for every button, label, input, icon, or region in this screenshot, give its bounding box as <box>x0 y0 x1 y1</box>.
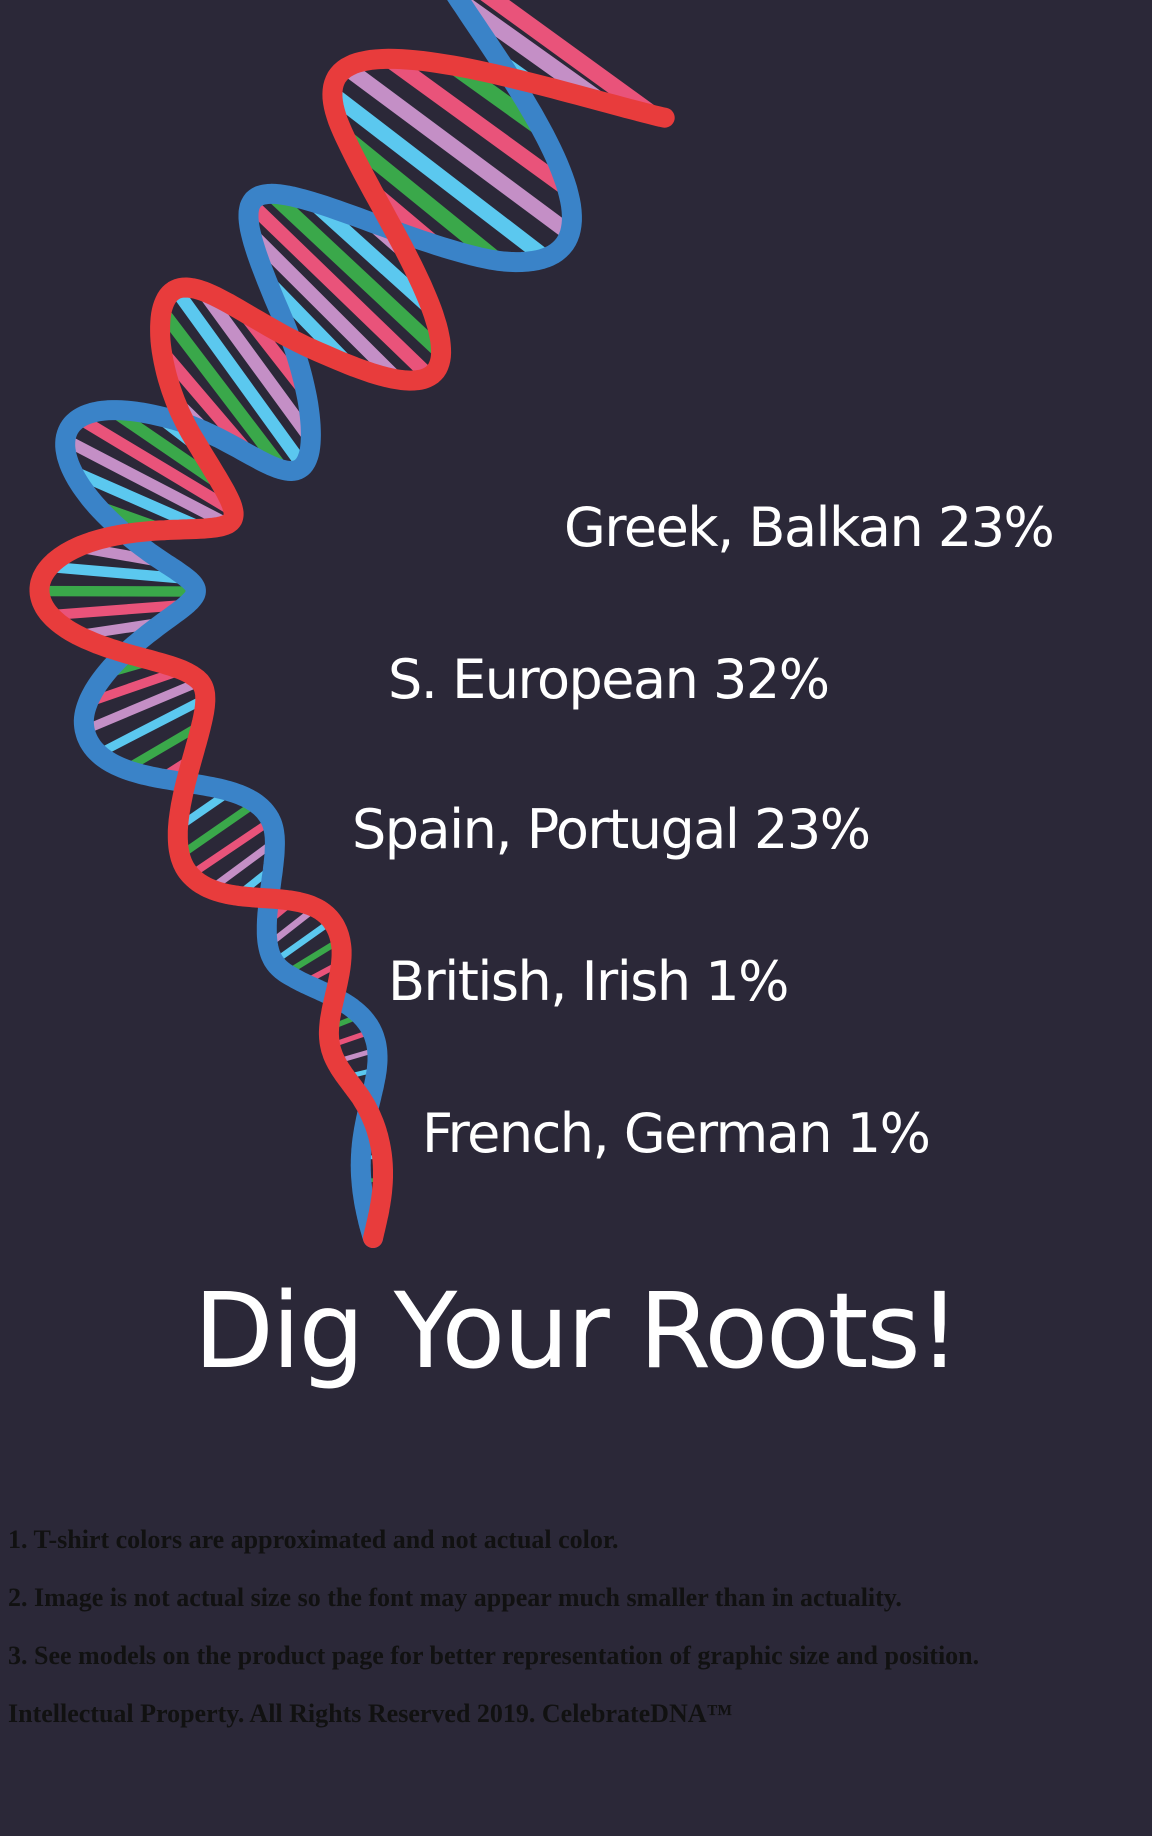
dna-rung <box>305 194 440 317</box>
dna-helix-graphic <box>29 0 675 1248</box>
dna-rung <box>480 0 662 124</box>
dna-rung <box>263 186 449 360</box>
dna-rung <box>451 0 609 110</box>
dna-rung <box>169 282 310 473</box>
ancestry-label-s-european: S. European 32% <box>388 648 830 711</box>
dna-rung <box>336 128 506 269</box>
dna-rung <box>324 86 554 266</box>
dna-rung <box>270 917 336 966</box>
dna-rung <box>80 677 205 735</box>
ancestry-label-spain-portugal: Spain, Portugal 23% <box>352 798 871 861</box>
footnote-3: 3. See models on the product page for be… <box>8 1641 980 1670</box>
dna-rung <box>186 816 275 880</box>
dna-rung <box>59 434 234 530</box>
dna-rung <box>338 59 578 242</box>
dna-rung <box>94 694 210 759</box>
ancestry-label-french-german: French, German 1% <box>422 1102 931 1165</box>
ancestry-label-british-irish: British, Irish 1% <box>388 950 789 1013</box>
dna-rung <box>380 50 576 197</box>
dna-rung <box>66 465 210 535</box>
dna-rung <box>121 720 206 774</box>
dna-rung <box>43 561 194 585</box>
tagline-heading: Dig Your Roots! <box>193 1270 961 1392</box>
footnote-2: 2. Image is not actual size so the font … <box>8 1583 902 1612</box>
copyright-notice: Intellectual Property. All Rights Reserv… <box>8 1699 733 1728</box>
dna-rung <box>196 284 318 446</box>
dna-strand-blue <box>55 0 582 1248</box>
dna-strand-red <box>29 48 675 1248</box>
dna-rung <box>243 196 437 384</box>
dna-rung <box>73 412 240 517</box>
footnotes: 1. T-shirt colors are approximated and n… <box>8 1522 1144 1754</box>
dna-rung <box>243 226 404 387</box>
ancestry-label-greek-balkan: Greek, Balkan 23% <box>564 496 1055 559</box>
dna-rung <box>155 304 290 477</box>
dna-rung <box>176 799 260 860</box>
footnote-1: 1. T-shirt colors are approximated and n… <box>8 1525 619 1554</box>
dna-rung <box>207 837 279 893</box>
dna-rung <box>45 599 192 621</box>
dna-rung <box>83 665 187 708</box>
